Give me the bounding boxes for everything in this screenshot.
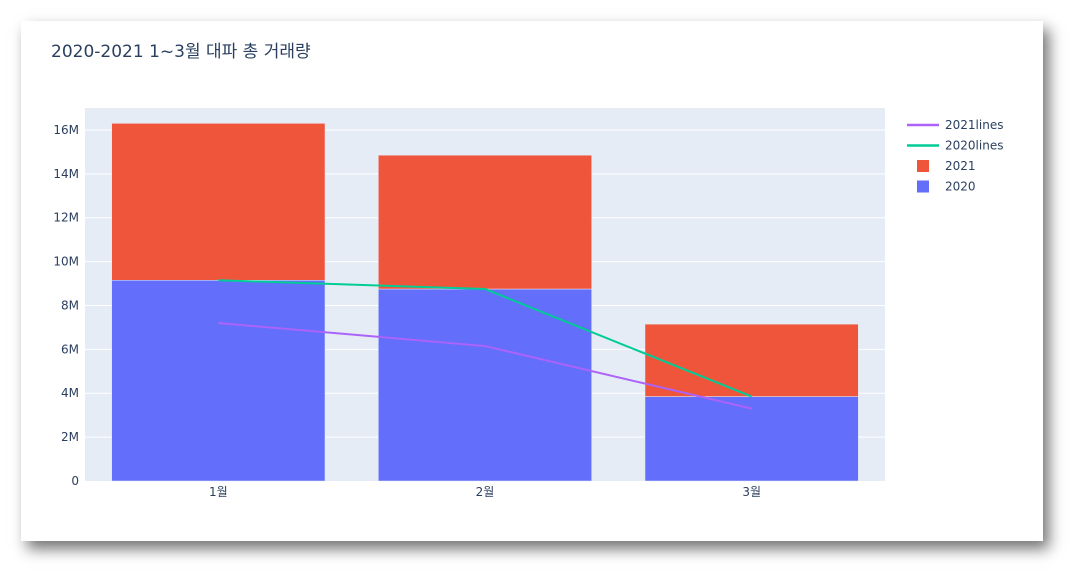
chart-title: 2020-2021 1~3월 대파 총 거래량 — [51, 42, 311, 62]
bar-2021-1 — [111, 123, 326, 281]
x-tick-label: 3월 — [742, 485, 761, 499]
y-tick-label: 10M — [53, 255, 79, 269]
y-tick-label: 6M — [61, 342, 79, 356]
y-tick-label: 0 — [71, 474, 79, 488]
legend: 2021lines 2020lines 2021 2020 — [907, 118, 1003, 194]
bar-2020-3 — [644, 396, 859, 482]
y-axis-ticks: 0 2M 4M 6M 8M 10M 12M 14M 16M — [53, 123, 79, 488]
y-tick-label: 4M — [61, 386, 79, 400]
bar-2021-2 — [378, 154, 592, 290]
series-lines — [218, 279, 753, 410]
y-tick-label: 14M — [53, 167, 79, 181]
x-tick-label: 2월 — [476, 485, 495, 499]
legend-swatch-2021 — [917, 160, 929, 172]
line-2020lines — [218, 279, 753, 398]
legend-label-2021lines: 2021lines — [945, 118, 1003, 132]
bar-2021-3 — [644, 323, 859, 397]
x-axis-ticks: 1월 2월 3월 — [209, 485, 761, 499]
chart-card: 2020-2021 1~3월 대파 총 거래량 0 2M 4M 6M 8M 10M 12M 1… — [21, 21, 1043, 541]
legend-swatch-2020 — [917, 180, 929, 193]
legend-label-2020lines: 2020lines — [945, 139, 1003, 153]
y-tick-label: 8M — [61, 298, 79, 312]
bars — [111, 123, 859, 482]
legend-label-2020: 2020 — [945, 180, 976, 194]
y-tick-label: 2M — [61, 430, 79, 444]
bar-2020-2 — [378, 288, 592, 482]
y-tick-label: 16M — [53, 123, 79, 137]
y-tick-label: 12M — [53, 211, 79, 225]
line-2021lines — [218, 322, 752, 410]
bar-2020-1 — [111, 279, 326, 482]
legend-label-2021: 2021 — [945, 159, 976, 173]
x-tick-label: 1월 — [209, 485, 228, 499]
